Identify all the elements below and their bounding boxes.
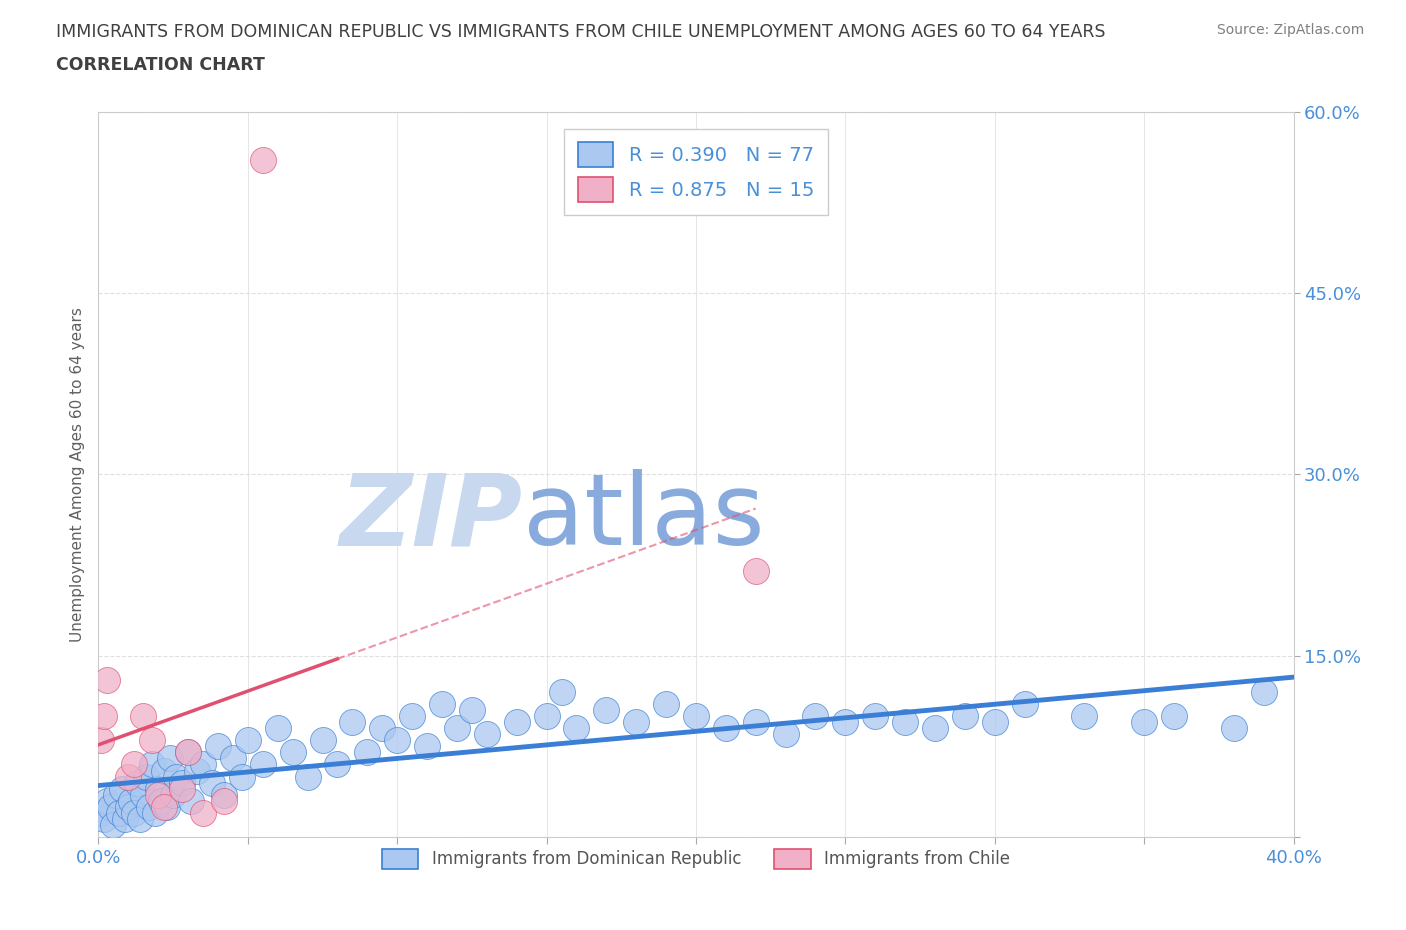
Point xyxy=(865,709,887,724)
Point xyxy=(117,769,139,784)
Point xyxy=(231,769,253,784)
Point xyxy=(342,714,364,729)
Text: IMMIGRANTS FROM DOMINICAN REPUBLIC VS IMMIGRANTS FROM CHILE UNEMPLOYMENT AMONG A: IMMIGRANTS FROM DOMINICAN REPUBLIC VS IM… xyxy=(56,23,1105,41)
Point xyxy=(201,776,224,790)
Point xyxy=(159,751,181,766)
Point xyxy=(148,787,170,802)
Point xyxy=(1014,697,1036,711)
Point xyxy=(1073,709,1095,724)
Point xyxy=(135,769,157,784)
Point xyxy=(108,805,131,820)
Point xyxy=(191,805,214,820)
Point xyxy=(177,745,200,760)
Point xyxy=(153,800,176,815)
Point xyxy=(745,714,768,729)
Point xyxy=(475,727,498,742)
Point xyxy=(834,714,856,729)
Point xyxy=(924,721,946,736)
Point xyxy=(141,733,163,748)
Point xyxy=(120,793,142,808)
Point xyxy=(1133,714,1156,729)
Point xyxy=(98,800,122,815)
Point xyxy=(103,817,125,832)
Point xyxy=(356,745,378,760)
Legend: Immigrants from Dominican Republic, Immigrants from Chile: Immigrants from Dominican Republic, Immi… xyxy=(375,843,1017,876)
Point xyxy=(172,781,194,796)
Point xyxy=(129,811,152,827)
Point xyxy=(172,776,194,790)
Point xyxy=(1223,721,1246,736)
Point xyxy=(506,714,529,729)
Point xyxy=(267,721,290,736)
Text: CORRELATION CHART: CORRELATION CHART xyxy=(56,56,266,73)
Point xyxy=(252,153,274,167)
Point xyxy=(124,805,146,820)
Point xyxy=(93,811,115,827)
Point xyxy=(105,787,128,802)
Point xyxy=(252,757,274,772)
Point xyxy=(143,805,166,820)
Point xyxy=(165,769,187,784)
Point xyxy=(626,714,648,729)
Point xyxy=(117,800,139,815)
Point xyxy=(132,787,155,802)
Point xyxy=(111,781,134,796)
Point xyxy=(127,776,149,790)
Point xyxy=(775,727,797,742)
Point xyxy=(655,697,678,711)
Point xyxy=(326,757,349,772)
Point xyxy=(212,793,235,808)
Point xyxy=(153,763,176,777)
Point xyxy=(207,738,229,753)
Point xyxy=(714,721,737,736)
Point xyxy=(281,745,304,760)
Point xyxy=(162,787,184,802)
Point xyxy=(186,763,208,777)
Point xyxy=(953,709,976,724)
Point xyxy=(461,703,484,718)
Point xyxy=(180,793,202,808)
Text: ZIP: ZIP xyxy=(340,470,523,566)
Point xyxy=(93,709,115,724)
Point xyxy=(90,733,112,748)
Point xyxy=(536,709,558,724)
Point xyxy=(311,733,333,748)
Point xyxy=(96,672,118,687)
Point xyxy=(550,684,572,699)
Point xyxy=(685,709,707,724)
Point xyxy=(177,745,200,760)
Point xyxy=(141,757,163,772)
Point xyxy=(222,751,245,766)
Point xyxy=(1163,709,1185,724)
Point xyxy=(371,721,394,736)
Point xyxy=(430,697,453,711)
Text: atlas: atlas xyxy=(523,470,765,566)
Point xyxy=(401,709,423,724)
Point xyxy=(191,757,214,772)
Point xyxy=(212,787,235,802)
Point xyxy=(745,564,768,578)
Point xyxy=(565,721,588,736)
Point xyxy=(385,733,409,748)
Point xyxy=(150,793,173,808)
Point xyxy=(148,781,170,796)
Point xyxy=(984,714,1007,729)
Point xyxy=(416,738,439,753)
Point xyxy=(804,709,827,724)
Point xyxy=(132,709,155,724)
Point xyxy=(446,721,468,736)
Point xyxy=(595,703,617,718)
Point xyxy=(96,793,118,808)
Point xyxy=(90,805,112,820)
Text: Source: ZipAtlas.com: Source: ZipAtlas.com xyxy=(1216,23,1364,37)
Point xyxy=(236,733,259,748)
Point xyxy=(114,811,136,827)
Point xyxy=(124,757,146,772)
Point xyxy=(138,800,160,815)
Point xyxy=(297,769,319,784)
Point xyxy=(894,714,917,729)
Point xyxy=(156,800,179,815)
Point xyxy=(1253,684,1275,699)
Y-axis label: Unemployment Among Ages 60 to 64 years: Unemployment Among Ages 60 to 64 years xyxy=(69,307,84,642)
